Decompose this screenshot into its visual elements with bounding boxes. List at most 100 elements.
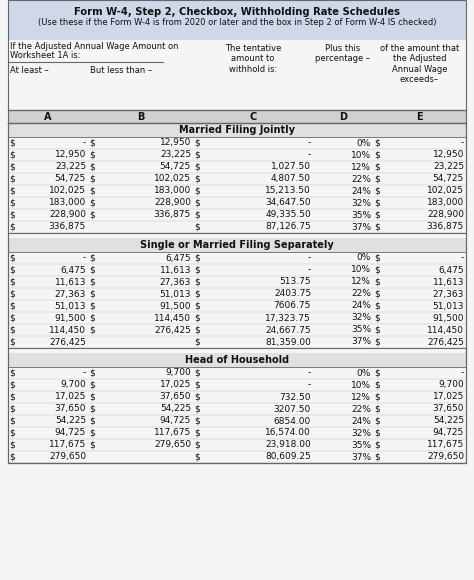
Text: -: - [308, 266, 311, 274]
Text: 117,675: 117,675 [427, 440, 464, 450]
Text: $: $ [194, 416, 200, 426]
Text: C: C [249, 111, 256, 121]
Text: $: $ [194, 404, 200, 414]
Text: 7606.75: 7606.75 [273, 302, 311, 310]
Text: $: $ [9, 139, 15, 147]
Text: At least –: At least – [10, 66, 49, 75]
Text: 9,700: 9,700 [438, 380, 464, 390]
Text: 34,647.50: 34,647.50 [265, 198, 311, 208]
Text: 10%: 10% [351, 266, 371, 274]
Text: 87,126.75: 87,126.75 [265, 223, 311, 231]
Text: Form W-4, Step 2, Checkbox, Withholding Rate Schedules: Form W-4, Step 2, Checkbox, Withholding … [74, 7, 400, 17]
Text: $: $ [374, 277, 380, 287]
Text: -: - [308, 253, 311, 263]
Text: 54,725: 54,725 [160, 162, 191, 172]
Text: $: $ [374, 440, 380, 450]
Text: $: $ [9, 277, 15, 287]
Text: E: E [416, 111, 423, 121]
Text: $: $ [9, 314, 15, 322]
Text: 183,000: 183,000 [49, 198, 86, 208]
Text: 54,225: 54,225 [160, 404, 191, 414]
Text: $: $ [89, 289, 95, 299]
Text: 91,500: 91,500 [55, 314, 86, 322]
Bar [8, 0, 466, 40]
Text: $: $ [194, 223, 200, 231]
Text: -: - [83, 139, 86, 147]
Text: 22%: 22% [351, 175, 371, 183]
Text: -: - [461, 253, 464, 263]
Text: 23,225: 23,225 [55, 162, 86, 172]
Text: $: $ [89, 162, 95, 172]
Text: 1,027.50: 1,027.50 [271, 162, 311, 172]
Text: 54,725: 54,725 [55, 175, 86, 183]
Text: $: $ [194, 162, 200, 172]
Text: 336,875: 336,875 [154, 211, 191, 219]
Text: 336,875: 336,875 [427, 223, 464, 231]
Text: $: $ [89, 380, 95, 390]
Text: 12,950: 12,950 [55, 150, 86, 160]
Text: -: - [83, 368, 86, 378]
Text: 0%: 0% [356, 253, 371, 263]
Text: 17,025: 17,025 [160, 380, 191, 390]
Text: $: $ [89, 404, 95, 414]
Text: 94,725: 94,725 [160, 416, 191, 426]
Text: $: $ [374, 198, 380, 208]
Text: Worksheet 1A is:: Worksheet 1A is: [10, 51, 81, 60]
Text: 32%: 32% [351, 429, 371, 437]
Text: 22%: 22% [351, 404, 371, 414]
Text: $: $ [89, 266, 95, 274]
Text: $: $ [9, 150, 15, 160]
Text: $: $ [89, 314, 95, 322]
Text: Plus this
percentage –: Plus this percentage – [315, 44, 371, 63]
Text: Head of Household: Head of Household [185, 355, 289, 365]
Text: $: $ [9, 368, 15, 378]
Text: $: $ [9, 198, 15, 208]
Text: $: $ [374, 338, 380, 346]
Text: $: $ [374, 175, 380, 183]
Text: 276,425: 276,425 [154, 325, 191, 335]
Text: Single or Married Filing Separately: Single or Married Filing Separately [140, 240, 334, 250]
Text: 37,650: 37,650 [159, 393, 191, 401]
Text: $: $ [374, 393, 380, 401]
Text: 9,700: 9,700 [165, 368, 191, 378]
Text: $: $ [9, 429, 15, 437]
Text: 114,450: 114,450 [154, 314, 191, 322]
Text: 102,025: 102,025 [49, 187, 86, 195]
Text: 51,013: 51,013 [159, 289, 191, 299]
Text: $: $ [194, 175, 200, 183]
Text: 17,323.75: 17,323.75 [265, 314, 311, 322]
Text: $: $ [89, 325, 95, 335]
Text: A: A [44, 111, 52, 121]
Text: $: $ [194, 452, 200, 462]
Text: 27,363: 27,363 [160, 277, 191, 287]
Text: $: $ [194, 393, 200, 401]
Text: 32%: 32% [351, 314, 371, 322]
Text: $: $ [194, 277, 200, 287]
Text: The tentative
amount to
withhold is:: The tentative amount to withhold is: [225, 44, 281, 74]
Text: 4,807.50: 4,807.50 [271, 175, 311, 183]
Text: $: $ [194, 314, 200, 322]
Text: $: $ [9, 302, 15, 310]
Text: $: $ [374, 289, 380, 299]
Text: of the amount that
the Adjusted
Annual Wage
exceeds–: of the amount that the Adjusted Annual W… [380, 44, 459, 84]
Text: $: $ [194, 338, 200, 346]
Text: $: $ [374, 452, 380, 462]
Text: 10%: 10% [351, 380, 371, 390]
Text: $: $ [194, 302, 200, 310]
Text: $: $ [9, 452, 15, 462]
Text: 11,613: 11,613 [159, 266, 191, 274]
Text: 12%: 12% [351, 393, 371, 401]
Text: 336,875: 336,875 [49, 223, 86, 231]
Text: $: $ [89, 175, 95, 183]
Text: $: $ [194, 325, 200, 335]
Text: 117,675: 117,675 [49, 440, 86, 450]
Text: 3207.50: 3207.50 [274, 404, 311, 414]
Text: 37,650: 37,650 [432, 404, 464, 414]
Text: 54,225: 54,225 [55, 416, 86, 426]
Bar [8, 123, 466, 137]
Text: 54,225: 54,225 [433, 416, 464, 426]
Text: $: $ [89, 368, 95, 378]
Text: $: $ [9, 380, 15, 390]
Text: $: $ [194, 429, 200, 437]
Text: $: $ [89, 150, 95, 160]
